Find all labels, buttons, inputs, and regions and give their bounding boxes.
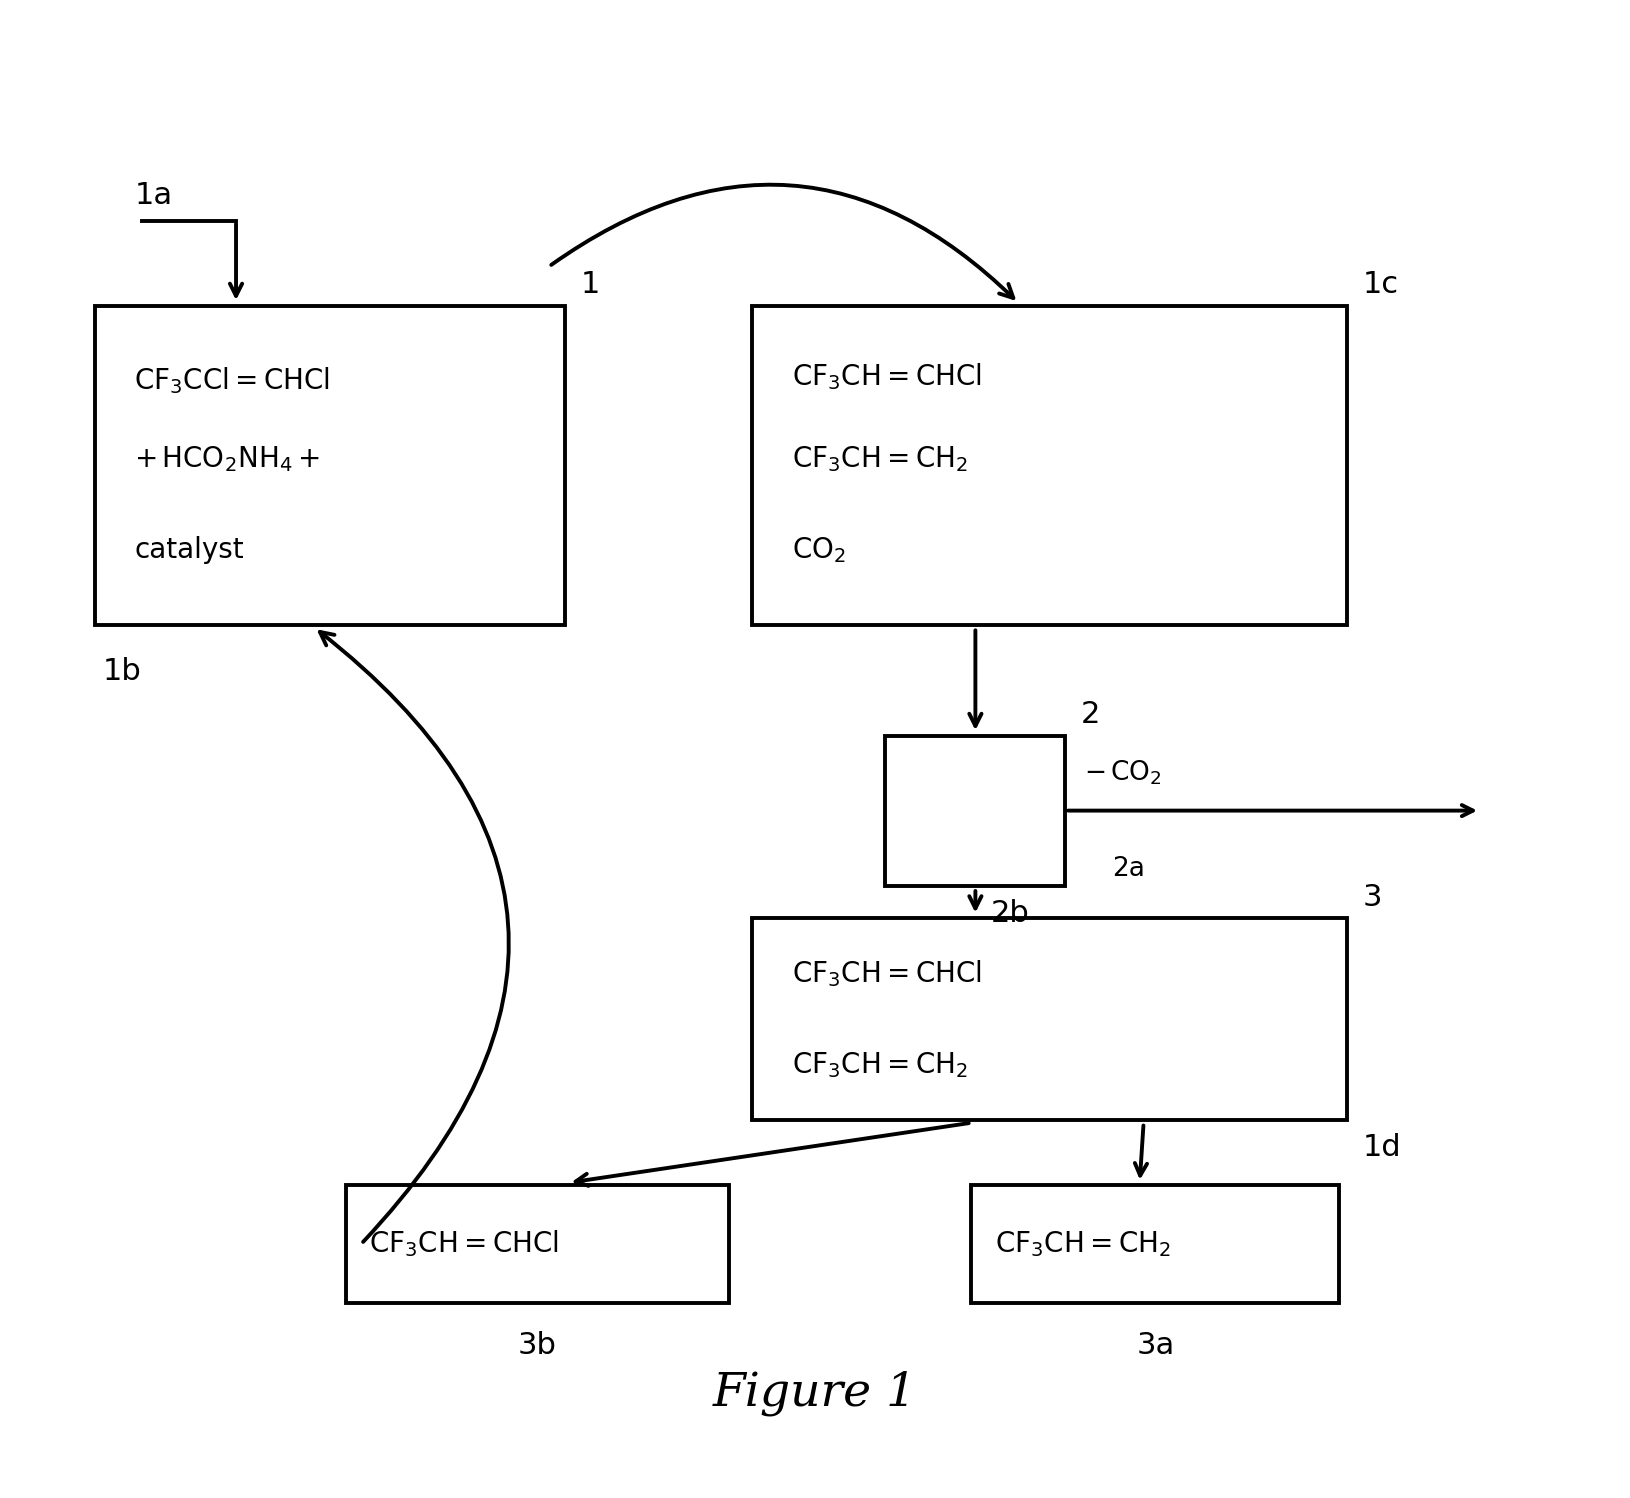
Text: 3b: 3b bbox=[518, 1332, 557, 1360]
Text: $\mathrm{CF_3CH{=}CH_2}$: $\mathrm{CF_3CH{=}CH_2}$ bbox=[994, 1228, 1170, 1258]
Text: $\mathrm{CF_3CH{=}CHCl}$: $\mathrm{CF_3CH{=}CHCl}$ bbox=[792, 959, 981, 989]
Text: 3: 3 bbox=[1363, 882, 1382, 912]
Text: Figure 1: Figure 1 bbox=[712, 1371, 918, 1416]
Bar bbox=[753, 306, 1346, 625]
Text: 1b: 1b bbox=[103, 658, 142, 686]
Bar bbox=[95, 306, 564, 625]
Text: 1d: 1d bbox=[1363, 1132, 1402, 1162]
Text: 1c: 1c bbox=[1363, 270, 1399, 300]
Text: catalyst: catalyst bbox=[134, 536, 244, 563]
Text: 2: 2 bbox=[1081, 700, 1100, 730]
Text: $\mathrm{CF_3CH{=}CH_2}$: $\mathrm{CF_3CH{=}CH_2}$ bbox=[792, 443, 968, 473]
Text: $\mathrm{CF_3CH{=}CHCl}$: $\mathrm{CF_3CH{=}CHCl}$ bbox=[368, 1228, 559, 1260]
Text: 2b: 2b bbox=[991, 899, 1030, 927]
Text: $\mathrm{CF_3CH{=}CH_2}$: $\mathrm{CF_3CH{=}CH_2}$ bbox=[792, 1050, 968, 1080]
Bar bbox=[346, 1185, 729, 1303]
Text: $\mathrm{CO_2}$: $\mathrm{CO_2}$ bbox=[792, 535, 846, 565]
Bar bbox=[971, 1185, 1340, 1303]
Text: $\mathrm{-\,CO_2}$: $\mathrm{-\,CO_2}$ bbox=[1084, 758, 1162, 786]
Text: 2a: 2a bbox=[1112, 857, 1146, 882]
FancyArrowPatch shape bbox=[319, 632, 509, 1242]
Bar bbox=[885, 736, 1066, 885]
Text: $\mathrm{CF_3CCl{=}CHCl}$: $\mathrm{CF_3CCl{=}CHCl}$ bbox=[134, 366, 331, 395]
Bar bbox=[753, 918, 1346, 1121]
Text: 3a: 3a bbox=[1136, 1332, 1175, 1360]
FancyArrowPatch shape bbox=[551, 184, 1014, 298]
Text: $\mathrm{+\,HCO_2NH_4 +}$: $\mathrm{+\,HCO_2NH_4 +}$ bbox=[134, 443, 321, 473]
Text: 1: 1 bbox=[580, 270, 600, 300]
Text: $\mathrm{CF_3CH{=}CHCl}$: $\mathrm{CF_3CH{=}CHCl}$ bbox=[792, 361, 981, 392]
Text: 1a: 1a bbox=[134, 181, 173, 210]
